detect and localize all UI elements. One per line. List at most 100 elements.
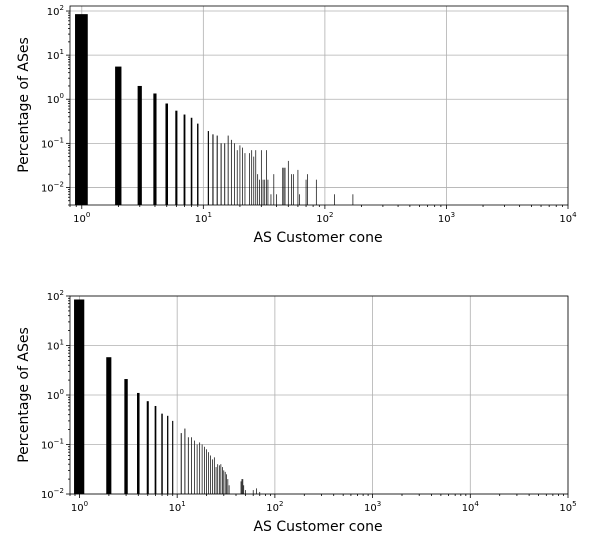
y-tick-label: 10−1 bbox=[41, 136, 64, 150]
bar bbox=[245, 490, 246, 494]
bar bbox=[240, 481, 242, 494]
bar bbox=[194, 440, 195, 494]
bar bbox=[253, 156, 255, 205]
bar bbox=[212, 459, 213, 494]
bar bbox=[297, 169, 299, 205]
x-tick-label: 102 bbox=[266, 500, 283, 514]
bar bbox=[226, 474, 227, 494]
bar bbox=[352, 194, 354, 205]
x-tick-label: 102 bbox=[316, 211, 333, 225]
bar bbox=[197, 123, 199, 205]
bar bbox=[199, 442, 201, 494]
bar bbox=[267, 179, 269, 205]
bar bbox=[190, 117, 193, 205]
bar bbox=[305, 179, 307, 205]
axes: 100 101 102 103 104 105 10−2 10−1 100 101 102 bbox=[41, 289, 577, 514]
y-axis-label: Percentage of ASes bbox=[16, 37, 32, 173]
bar bbox=[208, 452, 210, 494]
y-tick-label: 10−2 bbox=[41, 487, 64, 501]
x-tick-label: 100 bbox=[73, 211, 90, 225]
bar bbox=[234, 143, 235, 205]
bar bbox=[75, 14, 88, 206]
bar bbox=[217, 464, 219, 494]
bar bbox=[224, 471, 226, 494]
bar bbox=[115, 66, 122, 206]
bar bbox=[191, 437, 192, 494]
bar bbox=[292, 174, 294, 205]
bar bbox=[206, 449, 207, 494]
bar bbox=[259, 491, 261, 494]
bar bbox=[184, 428, 186, 494]
bar bbox=[74, 299, 85, 494]
x-tick-label: 100 bbox=[71, 500, 88, 514]
bar bbox=[284, 167, 286, 205]
bar bbox=[307, 174, 308, 205]
bar bbox=[220, 464, 222, 494]
bar bbox=[270, 194, 272, 205]
bar bbox=[273, 174, 275, 205]
bar bbox=[228, 485, 230, 494]
bar bbox=[137, 85, 142, 205]
bar bbox=[207, 131, 209, 205]
grid bbox=[70, 6, 569, 205]
bar bbox=[315, 179, 317, 205]
y-tick-label: 100 bbox=[47, 388, 64, 402]
bar bbox=[146, 401, 149, 494]
bar bbox=[260, 150, 262, 205]
bar bbox=[220, 143, 222, 205]
bar bbox=[244, 153, 246, 205]
bar bbox=[167, 415, 169, 494]
bar bbox=[242, 479, 244, 494]
y-tick-label: 102 bbox=[47, 4, 64, 18]
bar bbox=[183, 114, 186, 205]
bar bbox=[165, 103, 168, 205]
x-axis-label: AS Customer cone bbox=[253, 519, 382, 535]
plot-frame bbox=[69, 5, 569, 206]
x-axis-label: AS Customer cone bbox=[253, 230, 382, 246]
bar bbox=[282, 167, 284, 205]
bar bbox=[276, 194, 277, 205]
bar bbox=[222, 467, 223, 494]
bar bbox=[213, 457, 215, 494]
bar bbox=[124, 379, 128, 494]
x-tick-label: 104 bbox=[559, 211, 577, 225]
bar bbox=[201, 444, 203, 494]
bar bbox=[137, 392, 140, 494]
y-tick-label: 10−1 bbox=[41, 438, 64, 452]
bar bbox=[241, 479, 243, 494]
bar bbox=[252, 490, 254, 494]
y-axis-label: Percentage of ASes bbox=[16, 327, 32, 463]
bar bbox=[262, 179, 264, 205]
bar bbox=[257, 174, 259, 205]
bar bbox=[264, 179, 266, 205]
bar bbox=[255, 150, 257, 205]
bar bbox=[230, 139, 232, 205]
bar bbox=[180, 433, 182, 494]
bar bbox=[287, 160, 289, 205]
bar bbox=[299, 194, 301, 205]
bar bbox=[196, 444, 198, 494]
bar bbox=[204, 446, 205, 494]
x-tick-label: 103 bbox=[438, 211, 455, 225]
bar bbox=[172, 420, 174, 494]
bar bbox=[216, 135, 218, 205]
bar bbox=[227, 135, 229, 205]
bar bbox=[259, 179, 260, 205]
chart-top: AS Customer cone Percentage of ASes 100 1… bbox=[16, 4, 577, 246]
bar bbox=[215, 467, 217, 494]
x-tick-label: 103 bbox=[364, 500, 381, 514]
chart-bottom: AS Customer cone Percentage of ASes 100 1… bbox=[16, 289, 577, 535]
bar bbox=[106, 357, 112, 494]
y-tick-label: 102 bbox=[47, 289, 64, 303]
x-tick-label: 101 bbox=[169, 500, 186, 514]
bars bbox=[75, 14, 354, 206]
x-tick-label: 105 bbox=[559, 500, 576, 514]
y-tick-label: 100 bbox=[47, 92, 64, 106]
bar bbox=[212, 134, 214, 205]
bar bbox=[242, 147, 243, 205]
x-tick-label: 101 bbox=[195, 211, 212, 225]
bar bbox=[243, 485, 245, 494]
bar bbox=[239, 145, 241, 205]
bar bbox=[266, 150, 267, 205]
bar bbox=[236, 150, 238, 205]
